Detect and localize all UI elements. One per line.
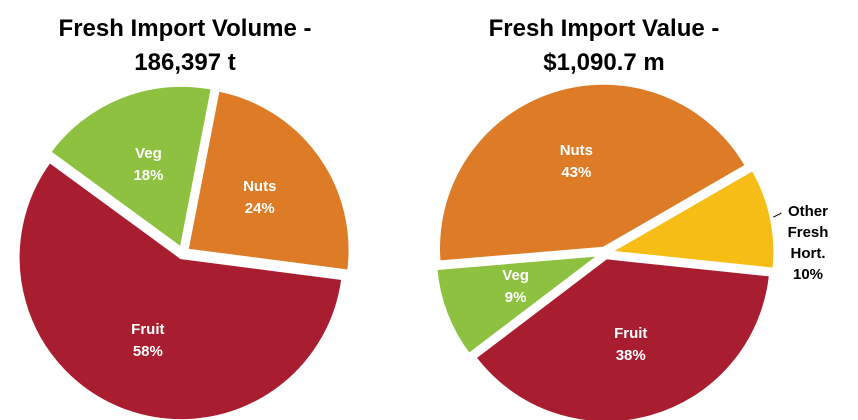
slice-label: Fruit 38% [614, 323, 647, 367]
slice-category: Veg [502, 267, 529, 285]
slice-value: 10% [792, 266, 824, 283]
slice-label: Nuts 43% [560, 140, 593, 184]
chart-title: Fresh Import Value - $1,090.7 m [488, 15, 720, 76]
slice-category: Other Fresh Hort. [787, 203, 829, 262]
slice-label: Veg 9% [502, 265, 529, 309]
slice-category: Nuts [243, 177, 277, 195]
slice-value: 24% [244, 199, 275, 217]
slice-category: Fruit [131, 320, 165, 338]
slice-label: Veg 18% [133, 143, 163, 187]
slice-category: Nuts [559, 141, 594, 159]
pie-slice [434, 252, 606, 357]
slice-category: Fruit [614, 325, 648, 343]
pie-slice [437, 81, 749, 264]
slice-category: Veg [135, 144, 162, 162]
slice-value: 58% [132, 342, 163, 360]
pie-slice [605, 167, 777, 271]
slice-value: 43% [561, 163, 592, 181]
leader-line [773, 212, 782, 218]
chart-title: Fresh Import Volume - 186,397 t [58, 15, 312, 76]
slice-label: Other Fresh Hort. 10% [783, 201, 833, 285]
pie-slice [185, 88, 352, 273]
slice-value: 38% [615, 347, 646, 365]
slice-value: 9% [504, 289, 527, 307]
pie-slice [472, 256, 773, 420]
slice-label: Fruit 58% [131, 319, 164, 363]
pie-slice [16, 159, 345, 420]
pie-slice [47, 83, 215, 251]
slice-label: Nuts 24% [243, 176, 276, 220]
slice-value: 18% [133, 166, 164, 184]
